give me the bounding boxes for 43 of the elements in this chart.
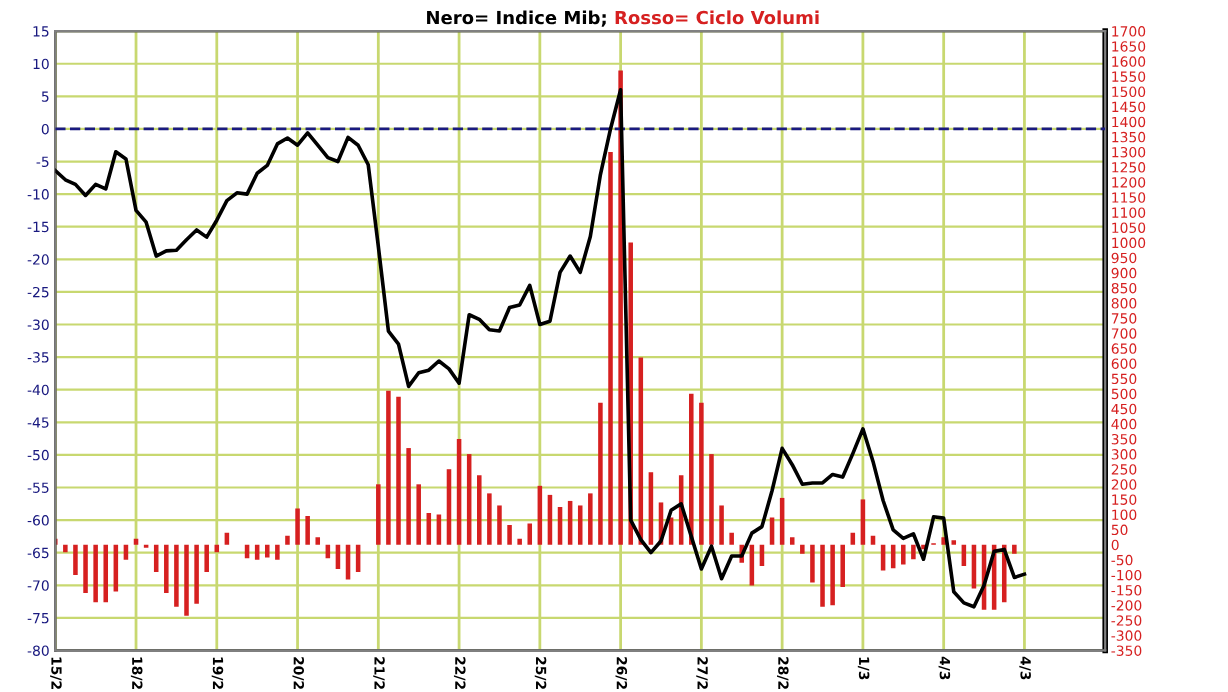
bar	[507, 525, 512, 545]
bar	[527, 523, 533, 545]
line-series	[55, 88, 1027, 609]
bar	[73, 544, 78, 575]
bar	[588, 493, 593, 545]
bar	[103, 544, 109, 603]
bar	[396, 396, 401, 545]
bar	[719, 505, 724, 545]
bar	[83, 544, 88, 594]
bar	[184, 544, 189, 616]
bar	[487, 493, 492, 545]
bar	[598, 402, 603, 545]
bar	[386, 390, 391, 545]
chart-subtitle: Rosso= Ciclo Volumi	[615, 10, 819, 25]
bar	[275, 544, 280, 560]
bar	[517, 538, 522, 545]
bar	[709, 454, 714, 545]
bar	[406, 448, 411, 545]
bar	[194, 544, 199, 604]
bar	[416, 484, 421, 545]
bar	[689, 393, 694, 545]
bar	[911, 544, 916, 560]
bar	[810, 544, 815, 583]
bar	[729, 532, 734, 545]
bar	[577, 505, 583, 545]
bar	[315, 537, 321, 545]
bar	[840, 544, 845, 588]
bar	[789, 537, 795, 545]
bar	[477, 475, 482, 545]
bar	[497, 505, 502, 545]
bar	[830, 544, 835, 606]
bar	[265, 544, 270, 558]
bar	[164, 544, 169, 594]
bar	[285, 535, 290, 545]
bar	[204, 544, 209, 572]
bar	[63, 544, 68, 553]
bar	[174, 544, 179, 607]
bar	[305, 516, 310, 545]
bar	[901, 544, 906, 565]
bar	[93, 544, 98, 603]
bar	[608, 151, 613, 545]
chart-title: Nero= Indice Mib;	[427, 10, 606, 27]
bar	[820, 544, 825, 607]
